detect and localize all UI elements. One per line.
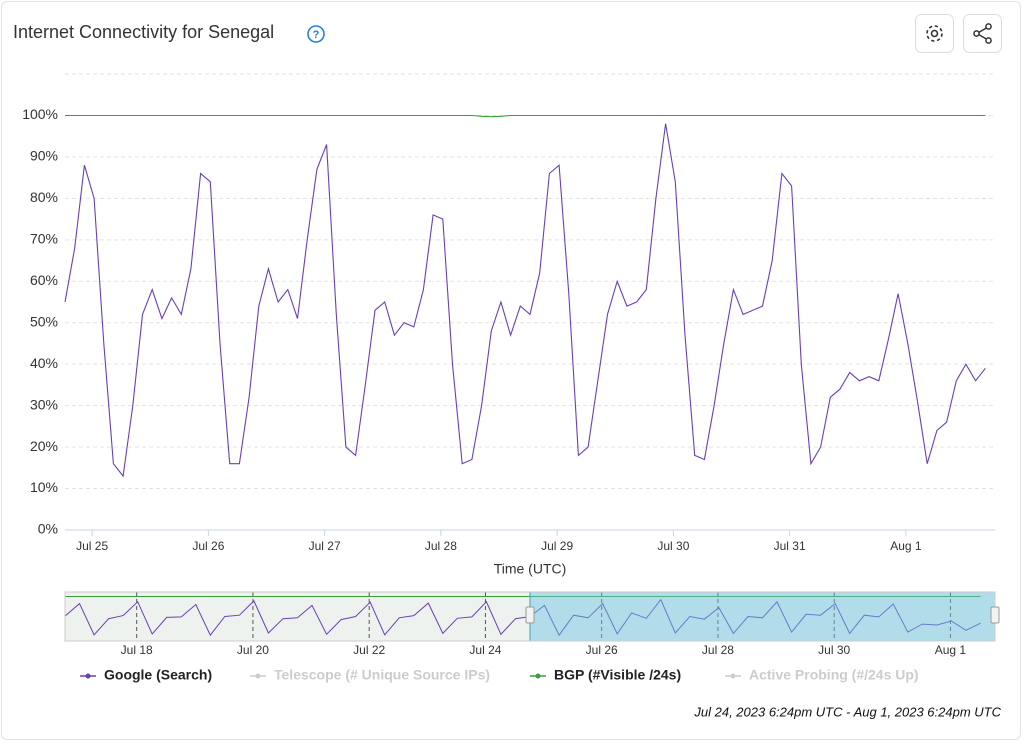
- y-tick-label: 80%: [30, 189, 58, 205]
- x-tick-label: Jul 27: [309, 539, 341, 553]
- y-tick-label: 0%: [38, 521, 58, 537]
- legend-label: Telescope (# Unique Source IPs): [274, 667, 490, 683]
- legend-label: Google (Search): [104, 667, 212, 683]
- legend-marker: [255, 673, 261, 679]
- x-axis-title: Time (UTC): [494, 561, 567, 577]
- date-range: Jul 24, 2023 6:24pm UTC - Aug 1, 2023 6:…: [693, 704, 1001, 719]
- navigator-tick-label: Aug 1: [935, 643, 967, 657]
- navigator-tick-label: Jul 18: [121, 643, 153, 657]
- y-tick-label: 60%: [30, 272, 58, 288]
- navigator-handle[interactable]: [525, 606, 535, 624]
- help-icon[interactable]: ?: [307, 25, 325, 43]
- legend-label: Active Probing (#/24s Up): [749, 667, 919, 683]
- navigator-tick-label: Jul 26: [586, 643, 618, 657]
- navigator-tick-label: Jul 20: [237, 643, 269, 657]
- y-tick-label: 30%: [30, 396, 58, 412]
- legend-marker: [730, 673, 736, 679]
- legend-item[interactable]: Google (Search): [80, 667, 212, 683]
- settings-button[interactable]: [915, 14, 954, 53]
- x-tick-label: Jul 30: [657, 539, 689, 553]
- x-tick-label: Aug 1: [890, 539, 922, 553]
- navigator-line: [64, 598, 981, 637]
- legend-label: BGP (#Visible /24s): [554, 667, 681, 683]
- y-tick-label: 50%: [30, 313, 58, 329]
- legend-marker: [535, 673, 541, 679]
- navigator-tick-label: Jul 24: [469, 643, 501, 657]
- chart-title: Internet Connectivity for Senegal: [13, 22, 274, 42]
- navigator-tick-label: Jul 30: [818, 643, 850, 657]
- y-tick-label: 20%: [30, 438, 58, 454]
- legend-item[interactable]: BGP (#Visible /24s): [530, 667, 681, 683]
- y-tick-label: 40%: [30, 355, 58, 371]
- navigator-tick-label: Jul 22: [353, 643, 385, 657]
- legend-item[interactable]: Active Probing (#/24s Up): [725, 667, 919, 683]
- x-tick-label: Jul 25: [76, 539, 108, 553]
- x-tick-label: Jul 29: [541, 539, 573, 553]
- x-tick-label: Jul 28: [425, 539, 457, 553]
- navigator-tick-label: Jul 28: [702, 643, 734, 657]
- y-tick-label: 90%: [30, 148, 58, 164]
- legend-item[interactable]: Telescope (# Unique Source IPs): [250, 667, 490, 683]
- navigator-selection: [529, 591, 996, 642]
- navigator-handle[interactable]: [990, 606, 1000, 624]
- x-tick-label: Jul 31: [774, 539, 806, 553]
- y-tick-label: 10%: [30, 479, 58, 495]
- svg-text:?: ?: [313, 29, 320, 41]
- legend-marker: [85, 673, 91, 679]
- y-tick-label: 100%: [22, 106, 58, 122]
- x-tick-label: Jul 26: [192, 539, 224, 553]
- series-line: [65, 114, 986, 118]
- series-line: [64, 123, 986, 478]
- share-button[interactable]: [963, 14, 1002, 53]
- y-tick-label: 70%: [30, 231, 58, 247]
